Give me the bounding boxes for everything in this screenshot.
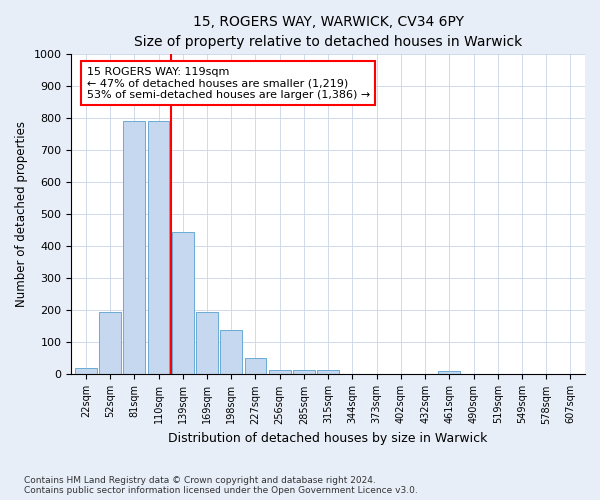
- Bar: [245, 358, 266, 374]
- Bar: [439, 371, 460, 374]
- Bar: [148, 121, 169, 374]
- Text: Contains HM Land Registry data © Crown copyright and database right 2024.
Contai: Contains HM Land Registry data © Crown c…: [24, 476, 418, 495]
- Bar: [172, 232, 194, 374]
- Bar: [196, 312, 218, 374]
- Bar: [317, 370, 339, 374]
- Bar: [124, 121, 145, 374]
- X-axis label: Distribution of detached houses by size in Warwick: Distribution of detached houses by size …: [169, 432, 488, 445]
- Bar: [220, 330, 242, 374]
- Bar: [99, 312, 121, 374]
- Text: 15 ROGERS WAY: 119sqm
← 47% of detached houses are smaller (1,219)
53% of semi-d: 15 ROGERS WAY: 119sqm ← 47% of detached …: [86, 66, 370, 100]
- Bar: [269, 370, 290, 374]
- Bar: [75, 368, 97, 374]
- Y-axis label: Number of detached properties: Number of detached properties: [15, 121, 28, 307]
- Bar: [293, 370, 315, 374]
- Title: 15, ROGERS WAY, WARWICK, CV34 6PY
Size of property relative to detached houses i: 15, ROGERS WAY, WARWICK, CV34 6PY Size o…: [134, 15, 522, 48]
